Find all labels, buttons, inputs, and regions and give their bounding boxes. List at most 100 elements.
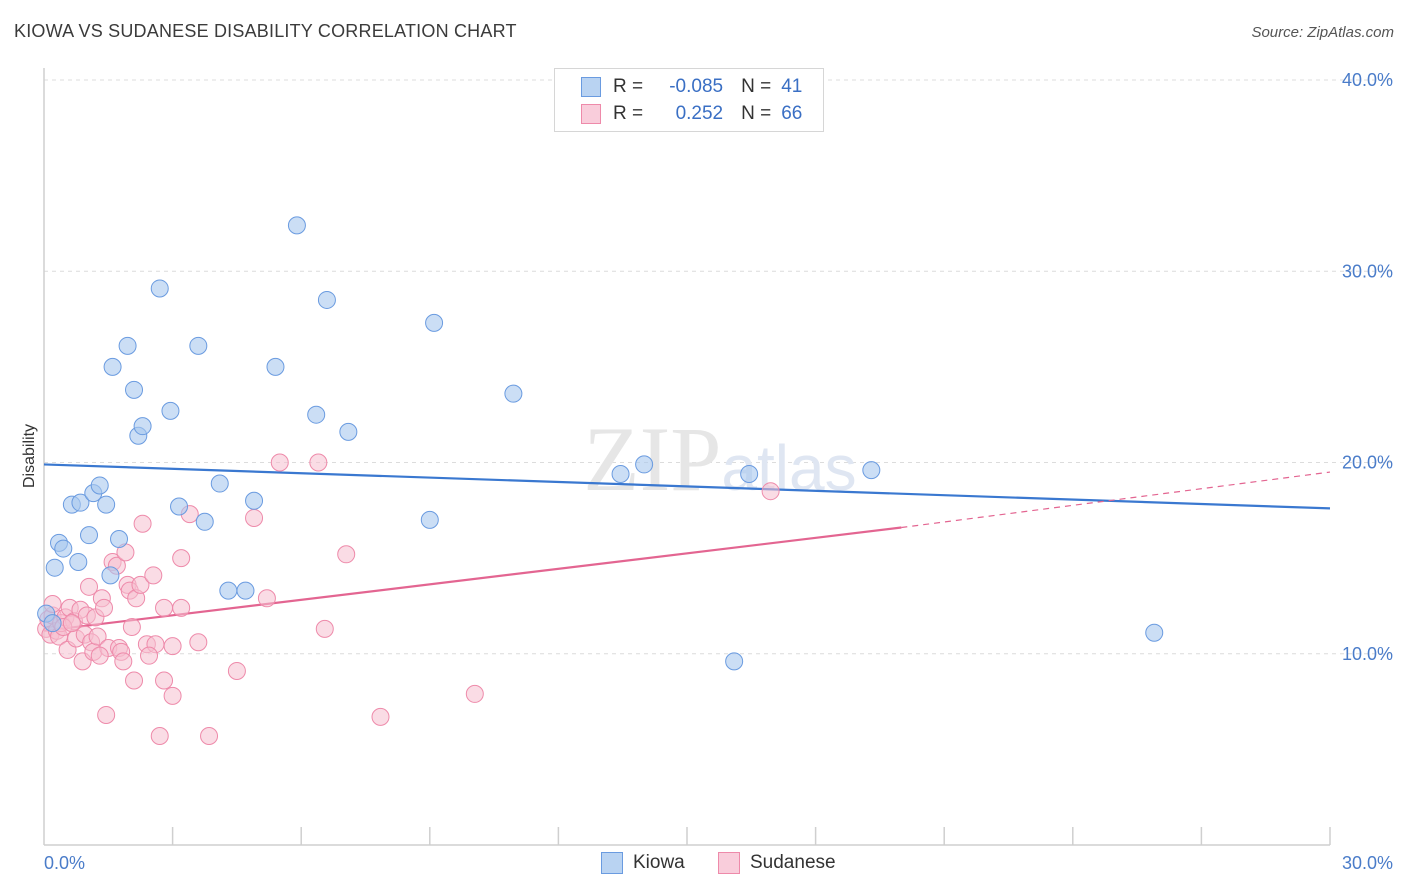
legend-row-kiowa: R = -0.085 N = 41 (581, 75, 802, 99)
point-sudanese (144, 566, 163, 585)
point-kiowa (1145, 623, 1164, 642)
point-kiowa (54, 539, 73, 558)
trend-line-sudanese (43, 526, 902, 632)
point-sudanese (371, 707, 390, 726)
point-kiowa (125, 380, 144, 399)
legend-swatch-kiowa (581, 77, 601, 97)
point-kiowa (307, 405, 326, 424)
y-axis-label: Disability (21, 424, 38, 488)
point-sudanese (88, 627, 107, 646)
point-sudanese (90, 646, 109, 665)
point-kiowa (611, 464, 630, 483)
point-sudanese (465, 684, 484, 703)
x-tick-label-min: 0.0% (44, 853, 85, 873)
point-kiowa (236, 581, 255, 600)
point-sudanese (114, 652, 133, 671)
point-kiowa (133, 417, 152, 436)
point-sudanese (133, 514, 152, 533)
point-kiowa (420, 510, 439, 529)
y-tick-label: 30.0% (1342, 261, 1393, 281)
point-kiowa (161, 401, 180, 420)
point-kiowa (195, 512, 214, 531)
data-points (37, 216, 1164, 745)
point-sudanese (309, 453, 328, 472)
legend-r-value-sudanese: 0.252 (675, 103, 724, 124)
point-sudanese (172, 598, 191, 617)
bottom-legend-label-sudanese: Sudanese (750, 852, 836, 873)
bottom-legend-label-kiowa: Kiowa (633, 852, 685, 873)
point-sudanese (122, 617, 141, 636)
point-sudanese (163, 637, 182, 656)
trend-line-sudanese-extension (901, 471, 1331, 529)
point-kiowa (97, 495, 116, 514)
legend-row-sudanese: R = 0.252 N = 66 (581, 102, 802, 126)
point-sudanese (227, 661, 246, 680)
point-sudanese (62, 614, 81, 633)
point-kiowa (90, 476, 109, 495)
legend-n-label: N = (741, 76, 772, 97)
legend-r-label: R = (613, 103, 644, 124)
point-sudanese (315, 619, 334, 638)
point-kiowa (103, 357, 122, 376)
point-kiowa (69, 552, 88, 571)
legend-n-label: N = (741, 103, 772, 124)
bottom-legend-swatch-kiowa (601, 852, 623, 874)
point-kiowa (101, 566, 120, 585)
point-kiowa (45, 558, 64, 577)
point-kiowa (71, 493, 90, 512)
point-sudanese (257, 589, 276, 608)
point-sudanese (150, 726, 169, 745)
point-kiowa (287, 216, 306, 235)
point-sudanese (245, 508, 264, 527)
legend-r-value-kiowa: -0.085 (669, 76, 724, 97)
point-kiowa (635, 455, 654, 474)
point-kiowa (80, 526, 99, 545)
point-kiowa (43, 614, 62, 633)
point-sudanese (172, 549, 191, 568)
tick-labels: 10.0% 20.0% 30.0% 40.0% 0.0% 30.0% (44, 70, 1393, 873)
point-sudanese (97, 705, 116, 724)
point-sudanese (155, 598, 174, 617)
point-kiowa (170, 497, 189, 516)
point-sudanese (125, 671, 144, 690)
point-sudanese (270, 453, 289, 472)
point-sudanese (189, 633, 208, 652)
point-kiowa (425, 313, 444, 332)
point-kiowa (504, 384, 523, 403)
legend-r-label: R = (613, 76, 644, 97)
point-kiowa (339, 422, 358, 441)
point-kiowa (118, 336, 137, 355)
legend: R = -0.085 N = 41 R = 0.252 N = 66 (554, 68, 824, 132)
point-kiowa (862, 461, 881, 480)
point-sudanese (200, 726, 219, 745)
point-kiowa (317, 290, 336, 309)
bottom-legend-swatch-sudanese (718, 852, 740, 874)
axes (43, 68, 1331, 846)
watermark: ZIPatlas (583, 408, 856, 510)
legend-swatch-sudanese (581, 104, 601, 124)
point-kiowa (725, 652, 744, 671)
point-kiowa (219, 581, 238, 600)
point-kiowa (110, 530, 129, 548)
y-tick-label: 40.0% (1342, 70, 1393, 90)
point-sudanese (761, 482, 780, 501)
legend-n-value-sudanese: 66 (781, 103, 803, 124)
point-sudanese (131, 575, 150, 594)
point-sudanese (155, 671, 174, 690)
point-sudanese (80, 577, 99, 596)
point-sudanese (163, 686, 182, 705)
point-sudanese (337, 545, 356, 564)
trend-line-kiowa (43, 463, 1331, 510)
point-kiowa (189, 336, 208, 355)
y-tick-label: 10.0% (1342, 644, 1393, 664)
bottom-legend: Kiowa Sudanese (0, 852, 1406, 878)
chart-title: KIOWA VS SUDANESE DISABILITY CORRELATION… (14, 21, 517, 41)
point-kiowa (266, 357, 285, 376)
y-tick-label: 20.0% (1342, 453, 1393, 473)
bottom-legend-kiowa: Kiowa (601, 852, 685, 874)
point-kiowa (740, 464, 759, 483)
point-sudanese (95, 598, 114, 617)
point-kiowa (210, 474, 229, 493)
grid-lines (44, 79, 1392, 655)
